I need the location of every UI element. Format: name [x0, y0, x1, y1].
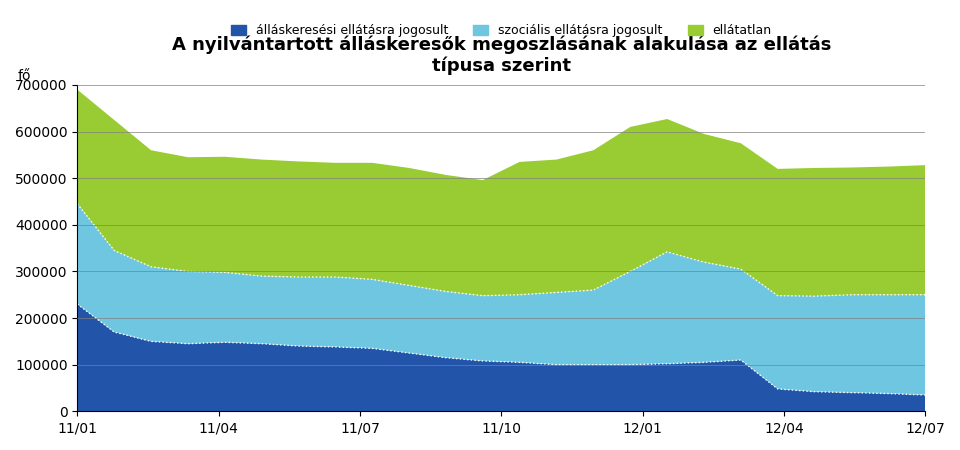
Title: A nyilvántartott álláskeresők megoszlásának alakulása az ellátás
típusa szerint: A nyilvántartott álláskeresők megoszlásá…	[172, 35, 831, 75]
Legend: álláskeresési ellátásra jogosult, szociális ellátásra jogosult, ellátatlan: álláskeresési ellátásra jogosult, szociá…	[226, 19, 777, 42]
Text: fő: fő	[18, 69, 32, 83]
